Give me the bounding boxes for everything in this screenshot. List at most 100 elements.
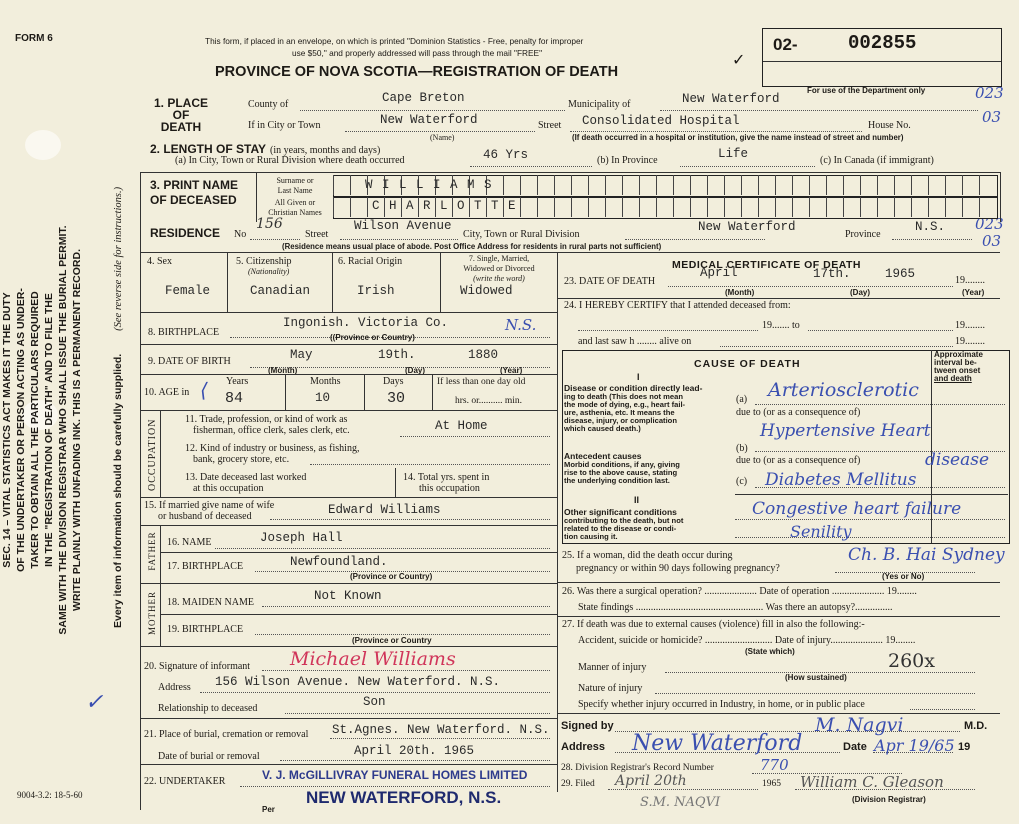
letter-cell	[486, 197, 503, 217]
from-to-label: 19....... to	[762, 320, 800, 331]
letter-cell	[928, 175, 945, 195]
direct-line: disease, injury, or complication	[564, 416, 677, 425]
mother-side-label: MOTHER	[147, 591, 157, 635]
filed-date: April 20th	[615, 773, 687, 789]
birthplace-province-handwritten: N.S.	[505, 316, 537, 334]
q14-line: 14. Total yrs. spent in	[403, 472, 490, 483]
name-heading-line: 3. PRINT NAME	[150, 178, 239, 192]
filed-label: 29. Filed	[561, 779, 595, 789]
residence-street-value: Wilson Avenue	[354, 219, 452, 233]
yes-no-note: (Yes or No)	[882, 572, 925, 581]
signed-date: Apr 19/65	[874, 736, 955, 755]
header-note: This form, if placed in an envelope, on …	[205, 36, 584, 46]
letter-cell	[367, 197, 384, 217]
letter-cell	[979, 197, 996, 217]
year-note: (Year)	[500, 366, 523, 375]
punch-hole	[22, 400, 58, 430]
check-mark: ⟨	[200, 378, 208, 402]
antecedent-label: Antecedent causes Morbid conditions, if a…	[564, 452, 680, 485]
other-line: related to the disease or condi-	[564, 524, 677, 533]
county-value: Cape Breton	[382, 91, 465, 105]
record-number-value: 770	[760, 756, 789, 774]
months-value: 10	[315, 391, 331, 405]
less-than-day-label: If less than one day old	[437, 377, 526, 387]
sex-value: Female	[165, 284, 211, 298]
letter-cell	[639, 197, 656, 217]
registrar-note: (Division Registrar)	[852, 795, 926, 804]
part-2-label: II	[634, 495, 640, 505]
department-code: 023	[975, 215, 1004, 233]
cause-a-continued: Hypertensive Heart	[760, 421, 931, 441]
other-line: Other significant conditions	[564, 507, 677, 517]
last-saw-label: and last saw h ........ alive on	[578, 336, 692, 347]
letter-cell	[537, 175, 554, 195]
days-label: Days	[383, 376, 404, 387]
municipality-label: Municipality of	[568, 99, 631, 110]
spouse-label-line: 15. If married give name of wife	[144, 500, 275, 511]
street-value: Consolidated Hospital	[582, 114, 740, 128]
burial-date-value: April 20th. 1965	[354, 744, 475, 758]
direct-cause-label: Disease or condition directly lead-ing t…	[564, 384, 702, 433]
letter-cell	[894, 197, 911, 217]
dob-year: 1880	[468, 348, 499, 362]
birthplace-note: ((Province or Country)	[330, 333, 415, 342]
house-label: House No.	[868, 120, 911, 131]
letter-cell	[469, 197, 486, 217]
residence-note: (Residence means usual place of abode. P…	[282, 242, 662, 251]
letter-cell	[588, 175, 605, 195]
hrs-min-label: hrs. or.......... min.	[455, 396, 523, 406]
q11-label: 11. Trade, profession, or kind of work a…	[185, 414, 350, 436]
day-note: (Day)	[850, 288, 871, 297]
death-date-label: 23. DATE OF DEATH	[564, 276, 656, 287]
years-value: 84	[225, 390, 244, 407]
letter-cell	[503, 175, 520, 195]
direct-line: ure, asthenia, etc. It means the	[564, 408, 675, 417]
letter-cell	[775, 197, 792, 217]
direct-line: the mode of dying, e.g., heart fail-	[564, 400, 686, 409]
letter-cell	[503, 197, 520, 217]
occupation-value: At Home	[435, 419, 488, 433]
date-label: Date	[843, 741, 867, 753]
birthplace-value: Ingonish. Victoria Co.	[283, 316, 449, 330]
form-number: FORM 6	[15, 33, 53, 44]
letter-cell	[656, 197, 673, 217]
registration-box: 02- 002855	[762, 28, 1002, 87]
racial-label: 6. Racial Origin	[338, 256, 403, 267]
name-note: (Name)	[430, 133, 455, 142]
given-label-line: All Given or	[274, 198, 316, 207]
cause-b-label: (b)	[736, 443, 748, 454]
physician-address: New Waterford	[632, 731, 803, 756]
relationship-value: Son	[363, 695, 386, 709]
age-label: 10. AGE in	[144, 387, 190, 398]
letter-cell	[877, 175, 894, 195]
letter-cell	[486, 175, 503, 195]
residence-label: RESIDENCE	[150, 226, 221, 240]
undertaker-label: 22. UNDERTAKER	[144, 776, 226, 787]
relationship-label: Relationship to deceased	[158, 703, 258, 714]
state-which-note: (State which)	[745, 647, 795, 656]
surname-label: Surname or Last Name	[262, 176, 328, 196]
spouse-label-line: or husband of deceased	[158, 511, 252, 522]
signed-by-label: Signed by	[561, 720, 614, 732]
letter-cell	[571, 175, 588, 195]
letter-cell	[690, 197, 707, 217]
interval-label: Approximate interval be-tween onset and de…	[934, 351, 983, 383]
death-month: April	[700, 266, 738, 280]
cause-c-label: (c)	[736, 476, 748, 487]
letter-cell	[792, 197, 809, 217]
letter-cell	[894, 175, 911, 195]
letter-cell	[673, 197, 690, 217]
letter-cell	[826, 175, 843, 195]
letter-cell	[911, 175, 928, 195]
letter-cell	[860, 175, 877, 195]
month-note: (Month)	[725, 288, 755, 297]
interval-line: tween onset	[934, 366, 981, 375]
letter-cell	[724, 175, 741, 195]
q11-line: fisherman, office clerk, sales clerk, et…	[193, 425, 350, 436]
residence-province-label: Province	[845, 229, 881, 240]
letter-cell	[469, 175, 486, 195]
surname-label-line: Last Name	[277, 186, 313, 195]
letter-cell	[384, 175, 401, 195]
stay-a-value: 46 Yrs	[483, 148, 529, 162]
letter-cell	[809, 197, 826, 217]
